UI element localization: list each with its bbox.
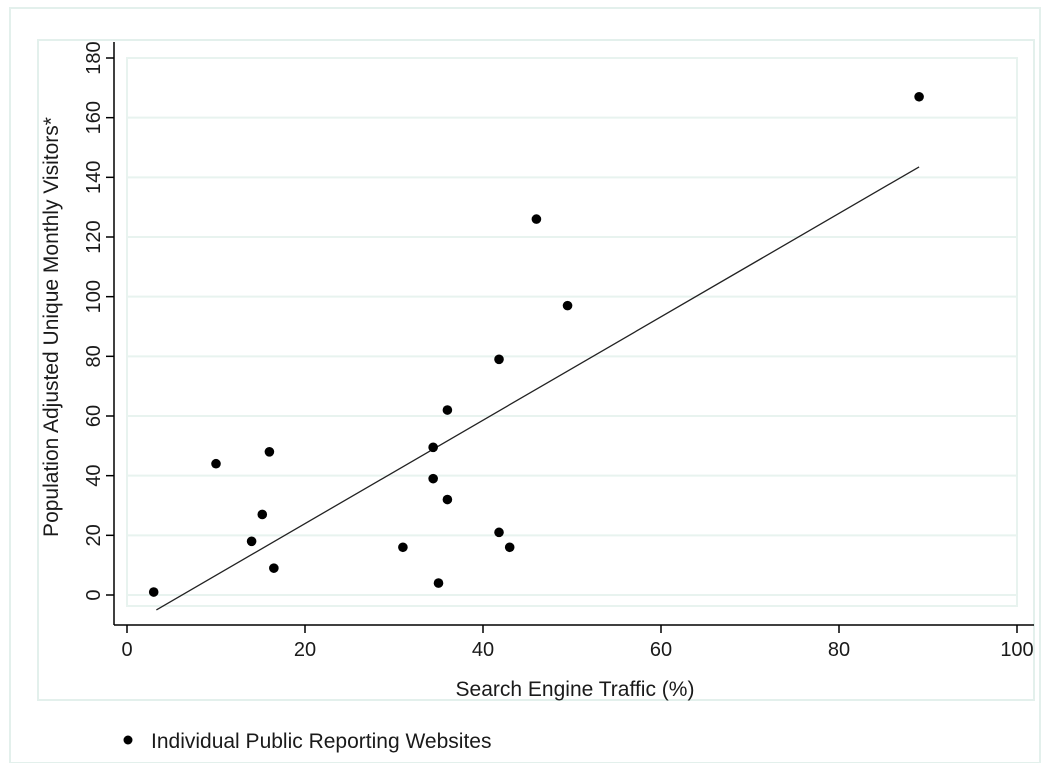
y-tick-label: 60	[83, 405, 105, 427]
x-axis-title: Search Engine Traffic (%)	[456, 678, 695, 701]
data-point	[531, 214, 542, 224]
legend-marker	[123, 735, 133, 745]
y-tick-label: 120	[83, 220, 105, 253]
y-tick-label: 0	[83, 589, 105, 600]
data-point	[246, 536, 257, 547]
x-tick-label: 60	[650, 639, 672, 661]
x-tick-label: 100	[1000, 639, 1033, 661]
legend-label: Individual Public Reporting Websites	[151, 730, 491, 753]
data-point	[442, 405, 453, 415]
y-tick-label: 180	[83, 41, 105, 74]
data-point	[494, 354, 504, 365]
data-point	[433, 578, 444, 588]
y-tick-label: 40	[83, 465, 105, 487]
data-point	[148, 587, 159, 597]
y-axis-title: Population Adjusted Unique Monthly Visit…	[40, 117, 63, 537]
data-point	[562, 300, 573, 311]
x-tick-label: 20	[294, 639, 316, 661]
x-tick-label: 40	[472, 639, 494, 661]
plot-frame	[37, 39, 1035, 701]
data-point	[264, 447, 275, 457]
x-tick-label: 0	[121, 639, 132, 661]
data-point	[504, 542, 515, 553]
fit-line	[156, 166, 920, 611]
legend: Individual Public Reporting Websites	[123, 730, 491, 753]
y-tick-label: 80	[83, 345, 105, 367]
data-point	[428, 442, 438, 453]
outer-frame	[9, 7, 1041, 763]
grid-lines	[127, 57, 1017, 596]
fit-line-layer	[156, 166, 920, 611]
x-tick-label: 80	[828, 639, 850, 661]
data-point	[428, 473, 438, 484]
data-point	[211, 458, 221, 469]
data-point	[442, 494, 453, 505]
data-point	[269, 563, 279, 573]
data-point	[914, 91, 924, 102]
y-tick-label: 20	[83, 524, 105, 546]
data-point	[398, 542, 408, 553]
y-tick-label: 140	[83, 161, 105, 194]
axes: 0 20 40 60 80 100 120 140 160 180 0 20 40 60 80 100	[83, 41, 1034, 661]
y-tick-label: 160	[83, 101, 105, 134]
data-point	[257, 509, 268, 520]
data-point	[494, 527, 504, 538]
y-tick-label: 100	[83, 280, 105, 313]
points-layer	[148, 91, 924, 597]
